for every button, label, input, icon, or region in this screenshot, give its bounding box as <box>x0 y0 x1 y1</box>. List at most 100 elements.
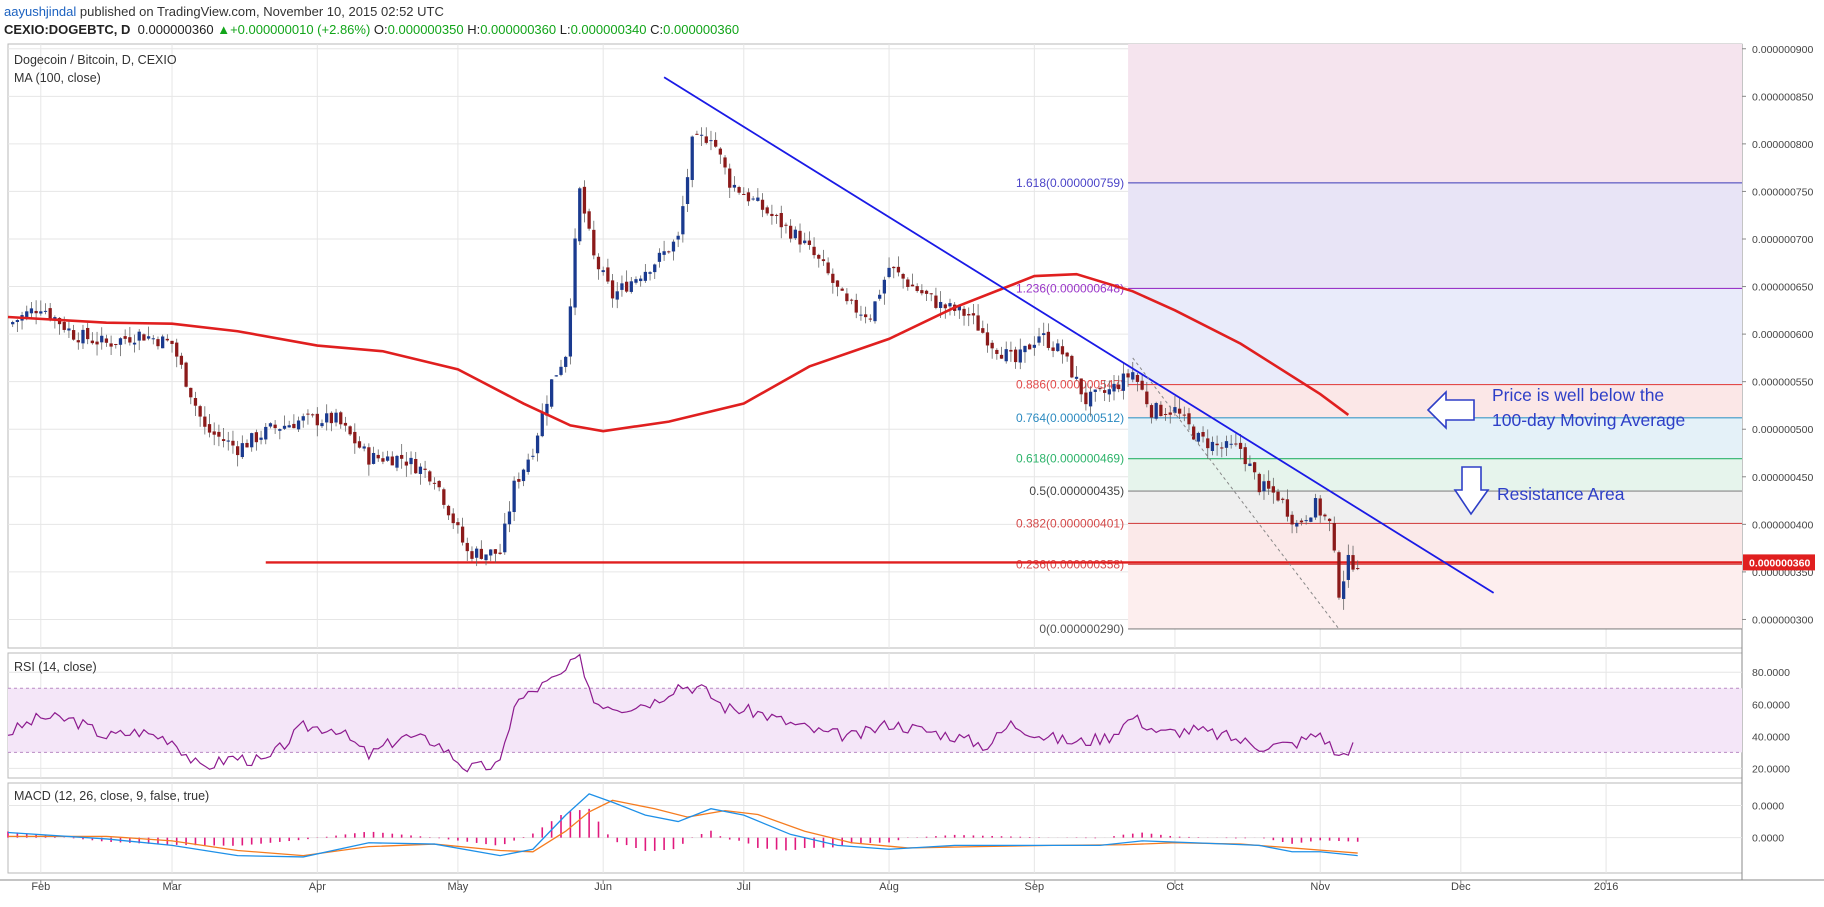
candle-body <box>334 412 338 423</box>
open-value: 0.000000350 <box>387 22 464 37</box>
candle-body <box>859 314 863 316</box>
time-axis[interactable]: Feb Mar Apr May Jun Jul Aug Sep Oct Nov Dec 2016 <box>31 880 1618 893</box>
candle-body <box>1281 498 1285 500</box>
candle-body <box>423 468 427 470</box>
down-arrow-icon <box>1453 466 1490 516</box>
candle-body <box>906 279 910 287</box>
candle-body <box>784 224 788 226</box>
candle-body <box>86 327 90 340</box>
candle-body <box>845 293 849 302</box>
candle-body <box>840 288 844 291</box>
candle-body <box>934 295 938 308</box>
candle-body <box>409 457 413 465</box>
published-text: published on TradingView.com, November 1… <box>76 4 444 19</box>
candle-body <box>962 308 966 316</box>
candle-body <box>606 267 610 282</box>
candle-body <box>1182 414 1186 416</box>
macd-pane[interactable]: 0.0000 0.0000 <box>7 793 1784 858</box>
candle-body <box>296 420 301 430</box>
candle-body <box>751 198 755 200</box>
time-tick-label-7: Sep <box>1025 881 1045 893</box>
candle-body <box>662 251 666 255</box>
price-tick-label-6: 0.000000600 <box>1752 329 1813 341</box>
candle-body <box>1056 343 1060 352</box>
fib-diagonal <box>1132 357 1340 630</box>
candle-body <box>264 426 268 440</box>
author-link[interactable]: aayushjindal <box>4 4 77 19</box>
candle-body <box>549 379 554 407</box>
rsi-pane[interactable]: 20.0000 40.0000 60.0000 80.0000 <box>7 653 1790 776</box>
candle-body <box>203 416 207 427</box>
candle-body <box>535 435 540 454</box>
candle-body <box>1126 373 1130 378</box>
candle-body <box>217 431 221 437</box>
close-label: C: <box>650 22 664 37</box>
candle-body <box>526 459 530 472</box>
candle-body <box>90 340 94 344</box>
candle-body <box>887 267 891 278</box>
candle-body <box>161 336 165 349</box>
candle-body <box>896 266 901 273</box>
candle-body <box>601 270 605 273</box>
candle-body <box>920 290 924 294</box>
candle-body <box>704 136 708 143</box>
candle-body <box>76 340 80 343</box>
candle-body <box>1196 432 1201 442</box>
candle-body <box>667 251 671 253</box>
candle-body <box>1018 349 1022 363</box>
candle-body <box>1163 413 1168 415</box>
time-tick-label-10: Dec <box>1451 881 1471 893</box>
time-tick-label-5: Jul <box>737 881 751 893</box>
candle-body <box>728 168 732 188</box>
annotation-resistance: Resistance Area <box>1497 484 1625 504</box>
candle-body <box>540 412 544 437</box>
candle-body <box>990 342 994 349</box>
price-axis[interactable]: 0.0000003000.0000003500.0000004000.00000… <box>1742 44 1815 627</box>
candle-body <box>1051 347 1055 351</box>
change-arrow: ▲ <box>217 22 231 37</box>
fib-zone-1 <box>1128 288 1742 385</box>
candle-body <box>137 331 141 341</box>
candle-body <box>367 447 371 465</box>
candle-body <box>39 311 43 314</box>
candle-body <box>442 489 446 505</box>
candle-body <box>1159 404 1163 417</box>
candle-body <box>901 273 905 279</box>
rsi-tick-label-2: 60.0000 <box>1752 699 1790 711</box>
candle-body <box>1356 568 1360 570</box>
candle-body <box>985 332 990 346</box>
annotations[interactable]: Price is well below the 100-day Moving Av… <box>1426 385 1685 516</box>
candle-body <box>1234 443 1238 445</box>
candle-body <box>629 281 633 292</box>
candle-body <box>53 317 57 320</box>
candle-body <box>507 511 512 525</box>
candle-body <box>329 412 334 424</box>
candle-body <box>1046 331 1051 348</box>
candle-body <box>910 284 915 287</box>
candle-body <box>306 413 310 415</box>
candle-body <box>596 256 601 270</box>
candle-body <box>634 279 638 283</box>
candle-body <box>1149 405 1154 418</box>
candle-body <box>915 286 919 291</box>
candle-body <box>1318 498 1322 516</box>
price-tick-label-7: 0.000000650 <box>1752 282 1813 294</box>
high-value: 0.000000360 <box>480 22 557 37</box>
candle-body <box>831 273 835 283</box>
candle-body <box>118 338 123 345</box>
candle-body <box>559 366 563 375</box>
fibonacci-retracement[interactable]: 1.618(0.000000759) 1.236(0.000000648) 0.88… <box>1016 44 1742 636</box>
trendline[interactable] <box>663 76 1495 630</box>
time-tick-label-3: May <box>448 881 469 893</box>
candle-body <box>760 199 765 210</box>
annotation-ma-line1: Price is well below the <box>1492 385 1664 405</box>
symbol-label[interactable]: CEXIO:DOGEBTC, D <box>4 22 131 37</box>
fib-zone-4 <box>1128 458 1742 492</box>
candle-body <box>362 446 366 449</box>
ma-100-line[interactable] <box>7 272 1350 433</box>
candle-body <box>1121 373 1126 391</box>
candle-body <box>390 456 394 466</box>
candle-body <box>395 455 399 468</box>
candle-body <box>1351 555 1355 570</box>
